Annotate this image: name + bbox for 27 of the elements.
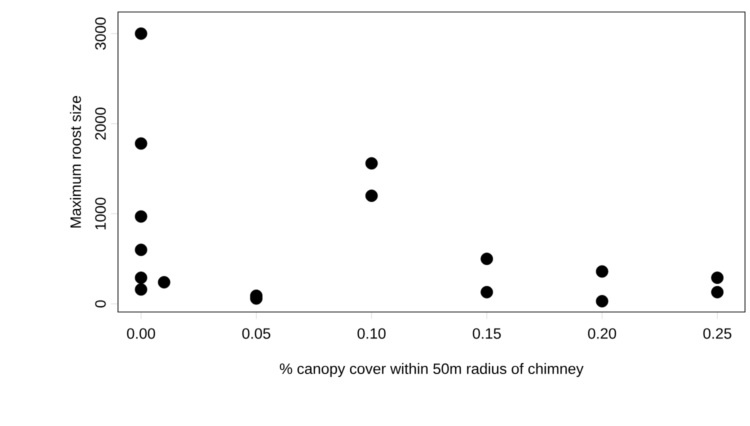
point xyxy=(134,244,148,256)
point xyxy=(480,252,494,266)
x-tick-label: 0.25 xyxy=(703,328,732,339)
point xyxy=(711,272,724,284)
point xyxy=(711,286,724,298)
point xyxy=(134,210,148,223)
point xyxy=(596,294,608,308)
point xyxy=(365,157,378,170)
point xyxy=(134,283,148,296)
point xyxy=(134,272,148,284)
y-tick-label: 3000 xyxy=(95,18,106,50)
point xyxy=(596,265,608,278)
y-tick-label: 1000 xyxy=(95,198,106,230)
point xyxy=(134,27,148,40)
x-tick-label: 0.10 xyxy=(358,328,386,339)
x-axis-title: % canopy cover within 50m radius of chimney xyxy=(280,363,584,377)
y-tick-label: 0 xyxy=(95,300,106,308)
x-tick-label: 0.05 xyxy=(242,328,270,339)
x-tick-label: 0.00 xyxy=(127,328,156,339)
point xyxy=(134,137,148,150)
y-tick-label: 2000 xyxy=(95,108,106,140)
x-tick-label: 0.20 xyxy=(588,328,616,339)
point xyxy=(365,190,378,202)
point xyxy=(158,276,170,288)
point xyxy=(480,286,494,298)
x-tick-label: 0.15 xyxy=(472,328,501,339)
y-axis-title: Maximum roost size xyxy=(70,96,81,228)
